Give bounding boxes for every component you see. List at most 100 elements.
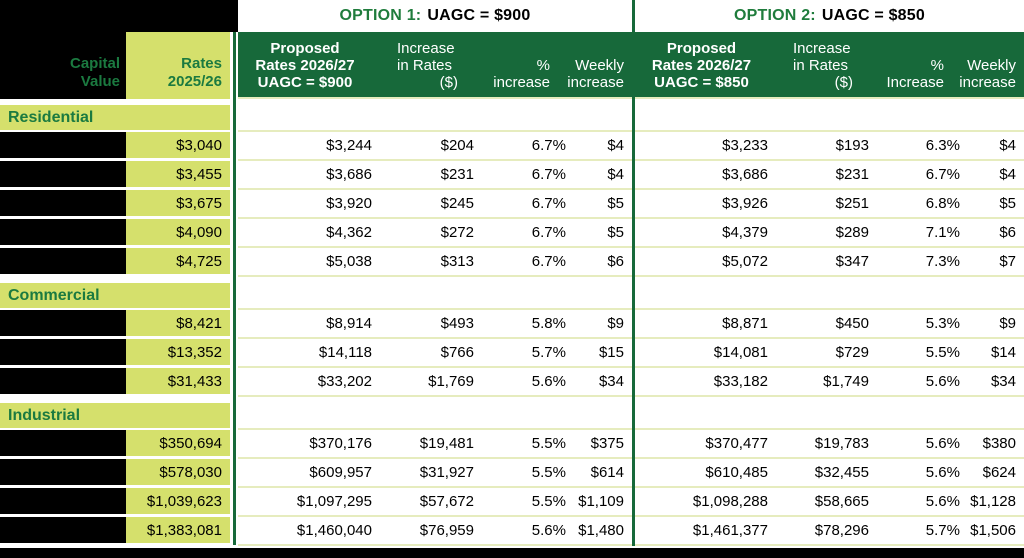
option1-cells: $14,118 $766 5.7% $15 [238, 339, 632, 368]
option2-percent-cell: 5.3% [877, 310, 968, 339]
option2-proposed-rate-cell: $3,233 [635, 132, 776, 161]
option1-percent-cell: 6.7% [482, 132, 574, 161]
option1-proposed-rate-cell: $8,914 [238, 310, 380, 339]
option2-proposed-rate-cell: $4,379 [635, 219, 776, 248]
capital-value-cell-redacted [0, 219, 126, 248]
rates-2025-26-cell: $3,040 [126, 132, 230, 161]
option1-increase-header-lines: Increase in Rates [397, 40, 455, 74]
option2-percent-cell: 7.1% [877, 219, 968, 248]
option1-proposed-rate-cell: $3,920 [238, 190, 380, 219]
table-row: $13,352 $14,118 $766 5.7% $15 $14,081 $7… [0, 339, 1024, 368]
capital-value-cell-redacted [0, 488, 126, 517]
section-label: Industrial [0, 403, 230, 430]
option2-weekly-cell: $14 [968, 339, 1024, 368]
option2-increase-cell: $289 [776, 219, 877, 248]
capital-value-cell-redacted [0, 132, 126, 161]
option2-proposed-rate-cell: $1,098,288 [635, 488, 776, 517]
option2-increase-cell: $1,749 [776, 368, 877, 397]
option2-title-value: UAGC = $850 [821, 7, 925, 24]
redacted-top-left-block [0, 0, 238, 32]
option2-proposed-rate-cell: $8,871 [635, 310, 776, 339]
section-option1-blank [238, 403, 632, 430]
table-row: $350,694 $370,176 $19,481 5.5% $375 $370… [0, 430, 1024, 459]
option1-weekly-cell: $5 [574, 219, 632, 248]
section-label: Commercial [0, 283, 230, 310]
option1-cells: $370,176 $19,481 5.5% $375 [238, 430, 632, 459]
option2-weekly-cell: $380 [968, 430, 1024, 459]
option2-weekly-header: Weekly increase [959, 57, 1016, 91]
rates-2025-26-cell: $8,421 [126, 310, 230, 339]
option2-increase-cell: $32,455 [776, 459, 877, 488]
option2-cells: $370,477 $19,783 5.6% $380 [635, 430, 1024, 459]
option2-proposed-rate-cell: $3,926 [635, 190, 776, 219]
option1-increase-cell: $245 [380, 190, 482, 219]
option1-percent-cell: 5.5% [482, 459, 574, 488]
rates-2025-26-cell: $13,352 [126, 339, 230, 368]
option2-cells: $33,182 $1,749 5.6% $34 [635, 368, 1024, 397]
section-header-row: Residential [0, 105, 1024, 132]
section-option2-blank [635, 403, 1024, 430]
option1-percent-cell: 5.6% [482, 517, 574, 546]
capital-value-cell-redacted [0, 161, 126, 190]
option2-column-headers: Proposed Rates 2026/27 UAGC = $850 Incre… [635, 32, 1024, 99]
table-body: Residential $3,040 $3,244 $204 6.7% $4 $… [0, 99, 1024, 546]
option1-proposed-rate-cell: $3,244 [238, 132, 380, 161]
option1-increase-cell: $766 [380, 339, 482, 368]
options-divider [632, 0, 635, 546]
table-row: $3,455 $3,686 $231 6.7% $4 $3,686 $231 6… [0, 161, 1024, 190]
option2-weekly-cell: $5 [968, 190, 1024, 219]
option2-weekly-cell: $1,506 [968, 517, 1024, 546]
option1-increase-header-unit: ($) [439, 74, 458, 91]
option2-percent-cell: 5.6% [877, 459, 968, 488]
option2-proposed-rate-cell: $610,485 [635, 459, 776, 488]
rates-2025-26-cell: $1,039,623 [126, 488, 230, 517]
option2-percent-cell: 5.5% [877, 339, 968, 368]
table-row: $3,040 $3,244 $204 6.7% $4 $3,233 $193 6… [0, 132, 1024, 161]
option2-cells: $610,485 $32,455 5.6% $624 [635, 459, 1024, 488]
option1-proposed-rate-cell: $33,202 [238, 368, 380, 397]
option2-weekly-cell: $624 [968, 459, 1024, 488]
option2-proposed-rate-cell: $14,081 [635, 339, 776, 368]
capital-value-cell-redacted [0, 430, 126, 459]
option1-cells: $1,460,040 $76,959 5.6% $1,480 [238, 517, 632, 546]
option2-increase-cell: $251 [776, 190, 877, 219]
option2-weekly-cell: $1,128 [968, 488, 1024, 517]
option1-proposed-rate-cell: $5,038 [238, 248, 380, 277]
option2-weekly-cell: $4 [968, 161, 1024, 190]
rates-2025-26-cell: $31,433 [126, 368, 230, 397]
section-option2-blank [635, 283, 1024, 310]
option1-increase-cell: $272 [380, 219, 482, 248]
option2-increase-cell: $231 [776, 161, 877, 190]
option2-cells: $3,686 $231 6.7% $4 [635, 161, 1024, 190]
rates-2025-26-label: Rates 2025/26 [167, 55, 222, 90]
option2-increase-cell: $347 [776, 248, 877, 277]
option1-weekly-cell: $614 [574, 459, 632, 488]
option1-increase-cell: $57,672 [380, 488, 482, 517]
section-spacer [0, 277, 1024, 283]
option2-percent-cell: 5.6% [877, 368, 968, 397]
redacted-bottom-bar [0, 546, 1024, 558]
table-row: $3,675 $3,920 $245 6.7% $5 $3,926 $251 6… [0, 190, 1024, 219]
option1-column-headers: Proposed Rates 2026/27 UAGC = $900 Incre… [238, 32, 632, 99]
option2-cells: $1,098,288 $58,665 5.6% $1,128 [635, 488, 1024, 517]
rates-2025-26-cell: $3,455 [126, 161, 230, 190]
table-row: $578,030 $609,957 $31,927 5.5% $614 $610… [0, 459, 1024, 488]
option1-percent-cell: 5.6% [482, 368, 574, 397]
table-row: $1,383,081 $1,460,040 $76,959 5.6% $1,48… [0, 517, 1024, 546]
option1-weekly-cell: $1,480 [574, 517, 632, 546]
option2-increase-cell: $729 [776, 339, 877, 368]
option2-increase-cell: $78,296 [776, 517, 877, 546]
option2-increase-header-lines: Increase in Rates [793, 40, 851, 74]
option1-percent-cell: 6.7% [482, 219, 574, 248]
option2-increase-header-unit: ($) [834, 74, 853, 91]
capital-value-cell-redacted [0, 310, 126, 339]
option1-increase-header: Increase in Rates ($) [372, 32, 466, 97]
option1-proposed-rates-header: Proposed Rates 2026/27 UAGC = $900 [255, 40, 355, 91]
option1-increase-cell: $493 [380, 310, 482, 339]
rates-2025-26-header-cell: Rates 2025/26 [126, 32, 230, 99]
option2-increase-header: Increase in Rates ($) [768, 32, 861, 97]
option1-increase-cell: $231 [380, 161, 482, 190]
option1-weekly-cell: $9 [574, 310, 632, 339]
option2-proposed-rate-cell: $33,182 [635, 368, 776, 397]
option1-percent-cell: 6.7% [482, 190, 574, 219]
